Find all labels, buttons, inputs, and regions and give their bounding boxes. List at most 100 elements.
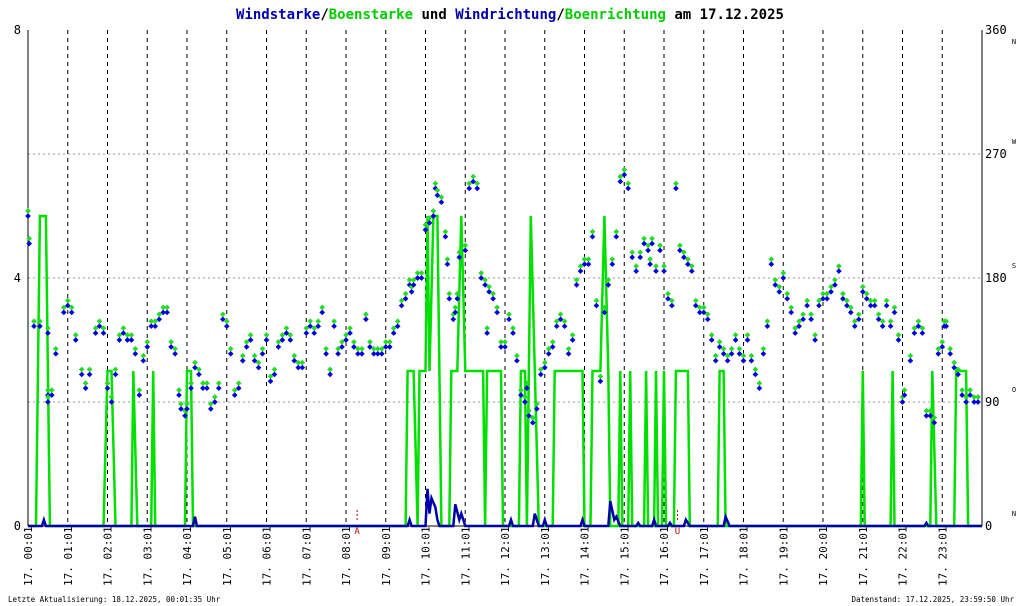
wind-direction-point	[442, 233, 449, 240]
gust-direction-point	[482, 277, 488, 283]
gust-direction-point	[438, 194, 445, 201]
wind-direction-point	[168, 344, 174, 350]
wind-direction-point	[188, 385, 194, 392]
wind-direction-point	[484, 330, 490, 336]
wind-direction-point	[255, 364, 262, 371]
gust-direction-point	[685, 256, 691, 263]
wind-direction-point	[247, 337, 254, 343]
wind-direction-point	[927, 412, 934, 419]
wind-direction-point	[593, 302, 600, 309]
gust-direction-point	[414, 270, 421, 276]
gust-direction-point	[647, 256, 653, 263]
gust-direction-point	[327, 366, 333, 373]
gust-direction-point	[939, 339, 946, 345]
gust-direction-point	[621, 166, 628, 173]
gust-direction-point	[529, 414, 536, 421]
gust-direction-point	[522, 394, 528, 400]
gust-direction-point	[68, 304, 75, 311]
wind-direction-point	[716, 344, 723, 350]
wind-direction-point	[923, 412, 930, 419]
compass-label: S	[1012, 262, 1016, 270]
gust-direction-point	[267, 373, 274, 380]
gust-direction-point	[840, 290, 846, 297]
x-tick-label: 17. 09:01	[380, 526, 393, 586]
gust-direction-point	[971, 394, 977, 400]
gust-direction-point	[712, 352, 719, 359]
wind-direction-point	[518, 392, 524, 398]
gust-direction-point	[418, 270, 425, 276]
gust-direction-point	[768, 256, 775, 263]
wind-direction-point	[772, 282, 779, 288]
gust-direction-point	[871, 297, 878, 304]
gust-direction-point	[907, 352, 914, 359]
gust-direction-point	[291, 352, 298, 359]
gust-direction-point	[931, 414, 938, 421]
wind-direction-point	[661, 268, 667, 274]
wind-direction-point	[68, 309, 75, 316]
wind-direction-point	[456, 254, 463, 261]
wind-direction-point	[204, 385, 210, 392]
right-tick-label: 0	[985, 519, 992, 533]
wind-direction-point	[565, 350, 572, 357]
gust-direction-point	[688, 263, 695, 269]
gust-direction-point	[967, 387, 973, 393]
gust-direction-point	[283, 325, 290, 331]
gust-direction-point	[398, 297, 405, 304]
wind-direction-point	[895, 337, 902, 343]
wind-direction-point	[219, 316, 226, 323]
gust-direction-point	[263, 332, 270, 338]
wind-direction-point	[963, 399, 969, 405]
gust-direction-point	[359, 345, 365, 352]
gust-direction-point	[895, 332, 902, 338]
x-tick-label: 17. 06:01	[261, 526, 274, 586]
wind-direction-point	[935, 350, 942, 357]
wind-direction-point	[474, 185, 481, 192]
wind-direction-point	[840, 295, 846, 302]
wind-direction-point	[223, 323, 230, 330]
gust-direction-point	[573, 277, 580, 283]
wind-direction-point	[275, 344, 282, 350]
gust-direction-point	[677, 242, 683, 249]
gust-direction-point	[136, 387, 143, 393]
left-tick-label: 0	[14, 519, 21, 533]
wind-direction-point	[132, 350, 139, 357]
wind-direction-point	[605, 282, 612, 288]
gust-direction-point	[681, 249, 687, 256]
wind-direction-point	[700, 309, 707, 316]
gust-direction-point	[148, 318, 155, 325]
series-wind	[28, 488, 982, 528]
gust-direction-point	[541, 359, 548, 366]
wind-direction-point	[967, 392, 973, 398]
gust-direction-point	[524, 380, 530, 387]
wind-direction-point	[128, 337, 135, 343]
gust-direction-point	[204, 380, 210, 387]
gust-direction-point	[442, 228, 449, 235]
gust-direction-point	[720, 345, 727, 352]
gust-direction-point	[132, 345, 139, 352]
gust-direction-point	[484, 325, 490, 331]
gust-direction-point	[128, 332, 135, 338]
wind-direction-point	[764, 323, 771, 330]
gust-direction-point	[176, 387, 182, 393]
wind-direction-point	[104, 385, 111, 392]
wind-direction-point	[851, 323, 858, 330]
gust-direction-point	[72, 332, 79, 338]
gust-direction-point	[736, 345, 743, 352]
gust-direction-point	[593, 297, 600, 304]
wind-direction-point	[613, 233, 620, 240]
gust-direction-point	[104, 380, 111, 387]
gust-direction-point	[152, 318, 159, 325]
wind-direction-point	[808, 316, 814, 323]
wind-direction-point	[386, 344, 393, 350]
gust-direction-point	[514, 352, 520, 359]
marker-label: U	[675, 527, 680, 537]
gust-direction-point	[708, 332, 715, 338]
gust-direction-point	[911, 325, 918, 331]
gust-direction-point	[382, 339, 389, 345]
gust-direction-point	[331, 318, 337, 325]
gust-direction-point	[390, 325, 397, 331]
wind-direction-point	[541, 364, 548, 371]
wind-direction-point	[319, 309, 326, 316]
wind-direction-point	[549, 344, 556, 350]
